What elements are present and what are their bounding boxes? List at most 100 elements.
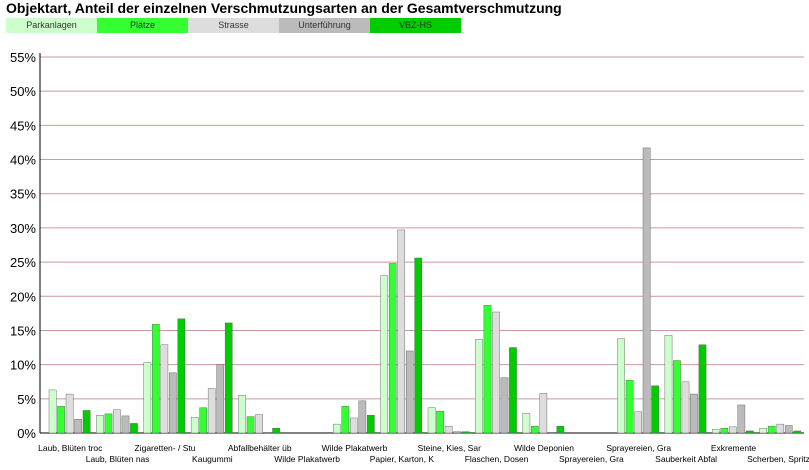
bar [475,339,483,434]
bar [96,415,104,434]
bar [690,393,698,434]
bar [238,395,246,434]
x-tick-label: Flaschen, Dosen [465,454,529,464]
y-tick-label: 50% [10,84,36,99]
bar [397,229,406,434]
bar [224,322,233,434]
x-tick-label: Sauberkeit Abfal [655,454,717,464]
y-tick-label: 0% [17,426,36,441]
x-tick-label: Exkremente [711,443,757,453]
bar [380,275,389,434]
bar [143,362,152,434]
bar [414,257,423,434]
y-tick-label: 45% [10,118,36,133]
y-tick-label: 15% [10,323,36,338]
bar [367,415,375,434]
bar [121,415,130,434]
bar [729,426,737,434]
x-tick-label: Papier, Karton, K [370,454,435,464]
bar [65,393,74,434]
bar [405,350,414,434]
bar [664,335,673,434]
bar [483,304,492,434]
bar [453,431,461,434]
x-tick-label: Laub, Blüten nas [86,454,150,464]
bar [548,432,556,434]
bar [82,410,91,434]
x-tick-label: Steine, Kies, Sar [418,443,481,453]
bar [263,432,272,434]
bar [436,410,444,434]
bar [746,430,754,434]
bar [698,344,707,434]
x-tick-label: Wilde Plakatwerb [322,443,388,453]
bar [388,263,397,434]
y-tick-label: 25% [10,255,36,270]
x-tick-label: Wilde Deponien [514,443,574,453]
bar [737,404,746,434]
bar [767,425,776,434]
bar [427,407,436,434]
bar [556,425,565,434]
y-tick-label: 5% [17,392,36,407]
bar [160,344,169,434]
y-tick-label: 10% [10,358,36,373]
x-tick-label: Laub, Blüten troc [38,443,103,453]
bar [634,411,642,434]
y-tick-label: 35% [10,187,36,202]
bar [255,414,263,434]
bar [461,431,470,434]
bar [784,425,793,434]
bar [793,430,802,434]
bar [617,338,625,434]
bar [492,311,500,434]
x-tick-label: Wilde Plakatwerb [274,454,340,464]
bar [500,377,509,434]
bar [152,324,160,434]
x-tick-label: Sprayereien, Gra [559,454,624,464]
x-tick-label: Scherben, Spritze [747,454,809,464]
bar [130,423,138,434]
bar [199,407,208,434]
bar [509,347,517,434]
bar [48,389,57,434]
y-tick-label: 40% [10,153,36,168]
y-tick-label: 20% [10,289,36,304]
bar [113,409,121,434]
bar [444,425,453,434]
chart-title: Objektart, Anteil der einzelnen Verschmu… [6,0,562,16]
legend-item: Strasse [188,18,279,33]
bar [720,428,729,434]
bar [539,393,548,434]
bar [341,406,350,434]
bar [333,423,341,434]
bar [531,425,539,434]
bar [673,360,681,434]
chart-legend: Parkanlagen Plätze Strasse Unterführung VBZ-… [6,18,461,33]
bar [57,406,65,434]
bar [246,416,255,434]
bar [350,417,358,434]
bar [712,429,720,434]
bar [358,400,367,434]
bar [625,380,634,434]
bar [522,412,531,434]
bar [759,428,768,434]
bar [651,385,659,434]
y-tick-label: 55% [10,50,36,65]
bar [216,364,225,434]
bar [190,417,199,434]
bar [642,147,651,434]
x-tick-label: Kaugummi [192,454,233,464]
bar [207,388,216,434]
bar [177,318,186,434]
bar [681,381,690,434]
legend-item: Unterführung [279,18,370,33]
legend-item: Plätze [97,18,188,33]
bar [74,419,82,434]
bar [169,372,177,434]
x-tick-label: Abfallbehälter üb [228,443,292,453]
bar [272,428,280,434]
bar [776,423,785,434]
